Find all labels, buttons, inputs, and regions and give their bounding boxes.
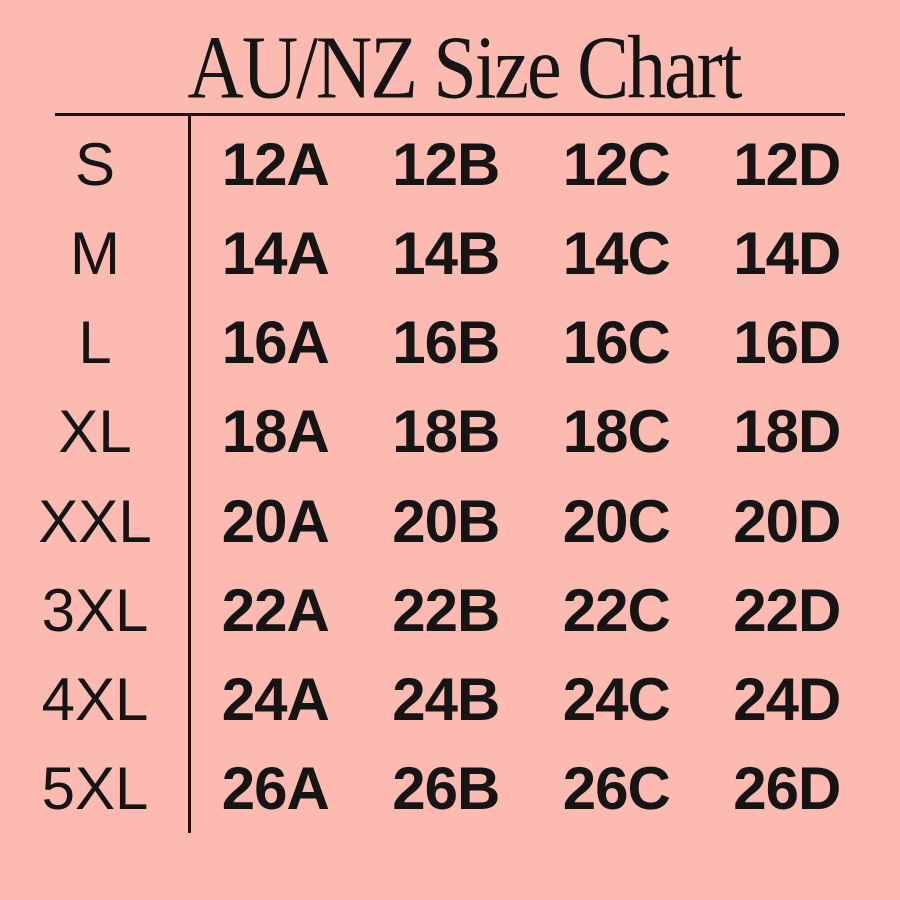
- size-cell: 20C: [562, 487, 671, 555]
- table-row: 5XL 26A 26B 26C 26D: [0, 744, 872, 833]
- size-cell: 22D: [733, 576, 841, 644]
- table-row: S 12A 12B 12C 12D: [0, 120, 872, 209]
- size-cell: 24B: [392, 665, 500, 733]
- size-table: S 12A 12B 12C 12D M 14A 14B 14C 14D L 16A 16B 16C 16D X…: [0, 120, 872, 833]
- size-cell: 26C: [562, 754, 671, 822]
- table-row: 4XL 24A 24B 24C 24D: [0, 655, 872, 744]
- row-header: XL: [58, 398, 132, 466]
- row-header: XXL: [38, 487, 152, 555]
- table-row: 3XL 22A 22B 22C 22D: [0, 566, 872, 655]
- size-cell: 18C: [562, 398, 671, 466]
- size-cell: 26D: [733, 754, 841, 822]
- size-cell: 18B: [392, 398, 500, 466]
- size-cell: 20A: [221, 487, 330, 555]
- size-cell: 18D: [733, 398, 841, 466]
- size-cell: 14A: [221, 220, 330, 288]
- table-top-rule: [55, 113, 845, 116]
- size-cell: 22B: [392, 576, 500, 644]
- size-cell: 22C: [562, 576, 671, 644]
- page-title: AU/NZ Size Chart: [187, 16, 743, 118]
- table-row: M 14A 14B 14C 14D: [0, 209, 872, 298]
- size-cell: 18A: [221, 398, 330, 466]
- size-cell: 16B: [392, 309, 500, 377]
- size-cell: 14D: [733, 220, 841, 288]
- size-cell: 16D: [733, 309, 841, 377]
- size-cell: 16C: [562, 309, 671, 377]
- row-header: 5XL: [41, 754, 149, 822]
- row-header: 3XL: [41, 576, 149, 644]
- size-cell: 16A: [221, 309, 330, 377]
- size-cell: 26A: [221, 754, 330, 822]
- table-row: XL 18A 18B 18C 18D: [0, 387, 872, 476]
- size-cell: 24C: [562, 665, 671, 733]
- table-row: L 16A 16B 16C 16D: [0, 298, 872, 387]
- size-cell: 12A: [221, 131, 330, 199]
- size-cell: 24A: [221, 665, 330, 733]
- row-header: M: [70, 220, 120, 288]
- table-row: XXL 20A 20B 20C 20D: [0, 477, 872, 566]
- size-cell: 14C: [562, 220, 671, 288]
- row-header: 4XL: [41, 665, 149, 733]
- size-cell: 20D: [733, 487, 841, 555]
- size-cell: 12B: [392, 131, 500, 199]
- table-column-divider: [188, 114, 191, 833]
- size-cell: 12D: [733, 131, 841, 199]
- size-cell: 26B: [392, 754, 500, 822]
- size-cell: 24D: [733, 665, 841, 733]
- size-cell: 12C: [562, 131, 671, 199]
- row-header: L: [78, 309, 112, 377]
- size-cell: 22A: [221, 576, 330, 644]
- size-cell: 14B: [392, 220, 500, 288]
- row-header: S: [74, 131, 116, 199]
- size-cell: 20B: [392, 487, 500, 555]
